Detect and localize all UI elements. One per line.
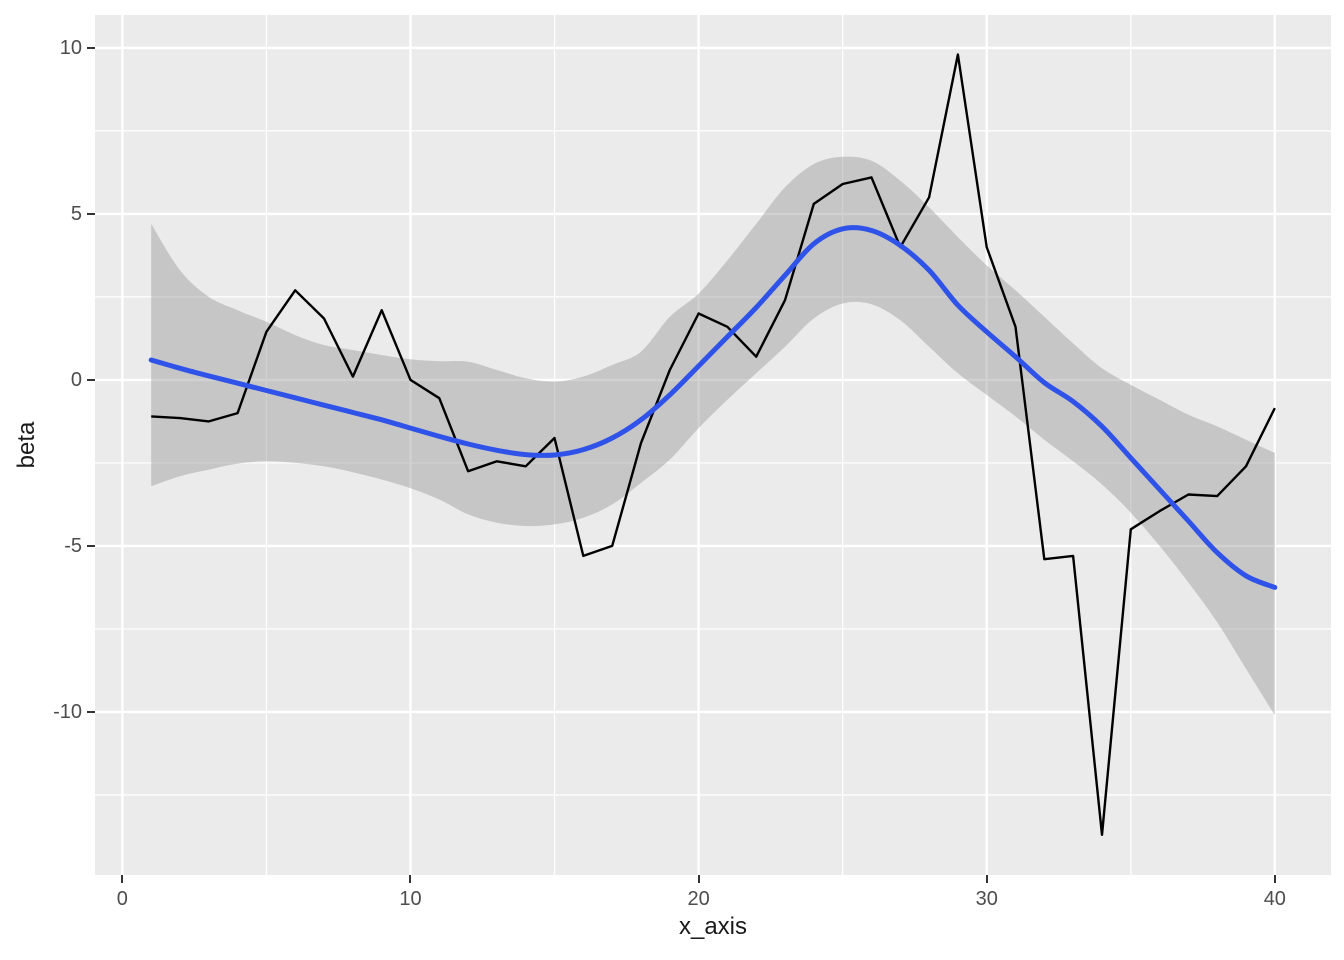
y-tick-label: -10 — [53, 700, 82, 723]
x-tick-label: 0 — [116, 888, 128, 910]
y-tick-mark — [87, 544, 95, 547]
x-tick-label: 30 — [975, 888, 998, 910]
x-tick-mark — [409, 875, 412, 883]
plot-panel — [95, 15, 1331, 875]
y-tick-label: 0 — [70, 368, 82, 391]
x-tick-label: 40 — [1263, 888, 1286, 910]
raw-data-line — [151, 53, 1276, 836]
y-tick-mark — [87, 212, 95, 215]
y-axis-title: beta — [13, 421, 40, 469]
y-tick-label: -5 — [64, 534, 82, 557]
y-tick-mark — [87, 378, 95, 381]
y-tick-mark — [87, 46, 95, 49]
x-tick-label: 10 — [399, 888, 422, 910]
x-tick-mark — [985, 875, 988, 883]
x-tick-mark — [697, 875, 700, 883]
x-axis-title: x_axis — [678, 913, 748, 940]
x-tick-mark — [121, 875, 124, 883]
x-tick-label: 20 — [687, 888, 710, 910]
y-tick-label: 10 — [59, 36, 82, 59]
y-tick-mark — [87, 710, 95, 713]
confidence-ribbon — [151, 156, 1275, 716]
panel-background — [95, 15, 1331, 875]
x-tick-mark — [1273, 875, 1276, 883]
smooth-trend-line — [148, 225, 1278, 590]
y-tick-label: 5 — [70, 202, 82, 225]
